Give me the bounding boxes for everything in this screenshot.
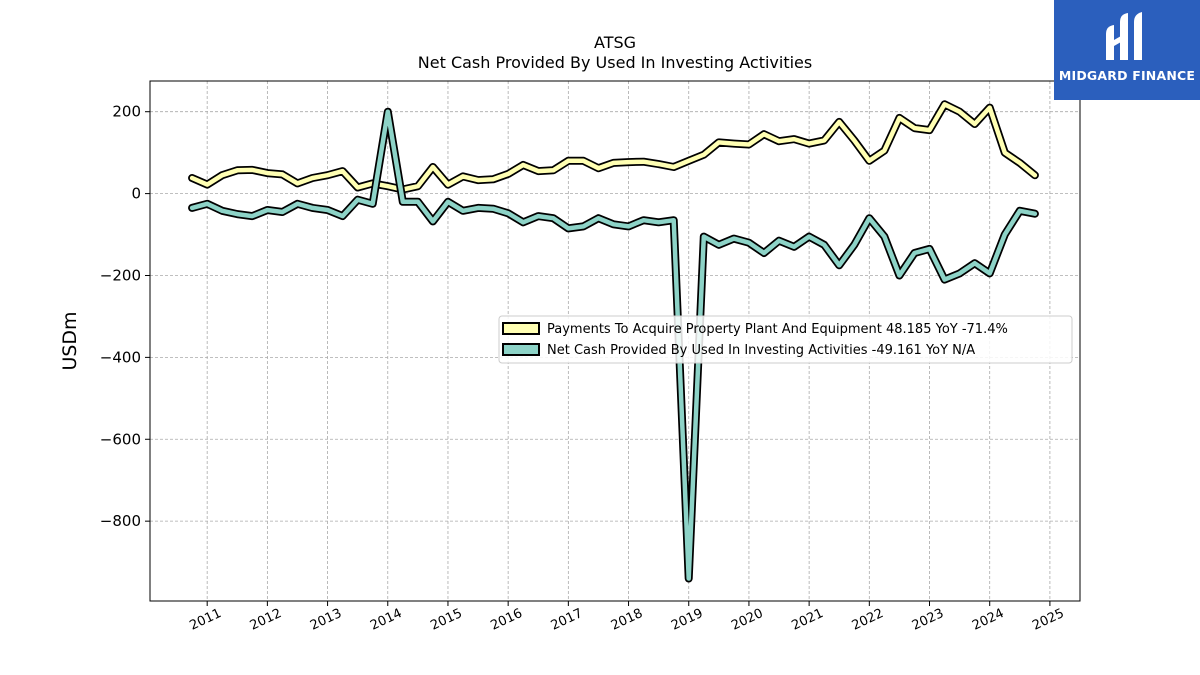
legend: Payments To Acquire Property Plant And E… xyxy=(498,315,1073,364)
plot-frame xyxy=(149,80,1081,602)
series-layer xyxy=(188,100,1039,583)
legend-swatch-series-2 xyxy=(502,343,540,356)
x-tick-label: 2017 xyxy=(549,606,585,634)
x-tick-label: 2019 xyxy=(669,606,705,634)
y-tick-label: −200 xyxy=(100,266,141,284)
y-axis-label: USDm xyxy=(59,311,81,370)
legend-label-series-2: Net Cash Provided By Used In Investing A… xyxy=(547,343,975,358)
chart-title: ATSG xyxy=(594,33,636,52)
x-tick-label: 2015 xyxy=(428,606,464,634)
x-tick-label: 2012 xyxy=(248,606,284,634)
x-tick-label: 2016 xyxy=(489,606,525,634)
y-axis: 200 0 −200 −400 −600 −800 xyxy=(100,103,150,530)
y-tick-label: 200 xyxy=(112,103,141,121)
x-tick-label: 2011 xyxy=(188,606,224,634)
chart-subtitle: Net Cash Provided By Used In Investing A… xyxy=(418,53,812,72)
x-tick-label: 2025 xyxy=(1030,606,1066,634)
legend-label-series-1: Payments To Acquire Property Plant And E… xyxy=(547,322,1008,337)
x-tick-label: 2014 xyxy=(368,606,404,634)
legend-box xyxy=(498,315,1073,364)
series-1-line xyxy=(189,102,1038,192)
x-tick-label: 2013 xyxy=(308,606,344,634)
x-axis: 2011 2012 2013 2014 2015 2016 2017 2018 2019 2020… xyxy=(188,601,1067,634)
y-tick-label: 0 xyxy=(131,185,141,203)
legend-swatch-series-1 xyxy=(502,322,540,335)
midgard-logo-icon xyxy=(1106,12,1142,60)
y-tick-label: −400 xyxy=(100,348,141,366)
x-tick-label: 2022 xyxy=(850,606,886,634)
brand-name: MIDGARD FINANCE xyxy=(1058,68,1196,83)
x-tick-label: 2021 xyxy=(789,606,825,634)
brand-logo: MIDGARD FINANCE xyxy=(1054,0,1200,100)
x-tick-label: 2024 xyxy=(970,606,1006,634)
y-tick-label: −800 xyxy=(100,512,141,530)
y-tick-label: −600 xyxy=(100,430,141,448)
x-tick-label: 2018 xyxy=(609,606,645,634)
x-tick-label: 2023 xyxy=(910,606,946,634)
series-2-line xyxy=(189,109,1038,581)
x-tick-label: 2020 xyxy=(729,606,765,634)
